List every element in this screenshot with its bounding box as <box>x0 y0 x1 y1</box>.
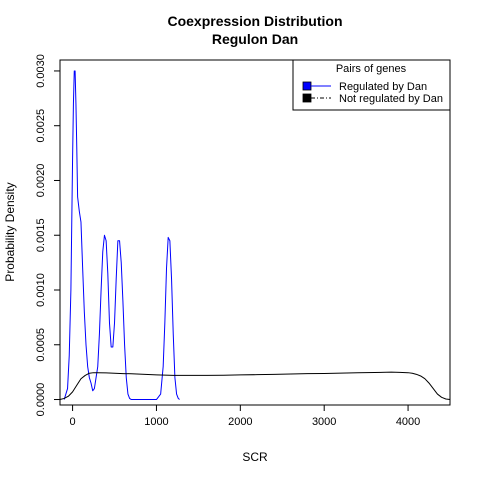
legend-box <box>292 59 451 111</box>
legend: Pairs of genes Regulated by Dan Not regu… <box>292 59 451 111</box>
chart-title: Coexpression Distribution <box>167 13 342 29</box>
y-tick-label: 0.0015 <box>35 218 47 252</box>
series-layer <box>59 70 451 401</box>
legend-label-not-regulated: Not regulated by Dan <box>339 93 443 105</box>
chart-subtitle: Regulon Dan <box>212 31 298 47</box>
x-axis: 0 1000 2000 3000 4000 <box>70 405 420 428</box>
legend-title: Pairs of genes <box>336 63 407 75</box>
y-tick-label: 0.0005 <box>35 328 47 362</box>
legend-swatch-not-regulated <box>302 93 312 103</box>
x-tick-label: 1000 <box>144 416 168 428</box>
y-axis-label: Probability Density <box>3 182 17 281</box>
y-tick-label: 0.0020 <box>35 164 47 198</box>
series-line-regulated <box>63 70 180 401</box>
y-axis: 0.0000 0.0005 0.0010 0.0015 0.0020 0.0025 0.00… <box>35 54 60 416</box>
x-tick-label: 3000 <box>312 416 336 428</box>
x-tick-label: 0 <box>70 416 76 428</box>
y-tick-label: 0.0025 <box>35 109 47 143</box>
y-tick-label: 0.0010 <box>35 273 47 307</box>
series-line-not-regulated <box>59 371 451 401</box>
legend-label-regulated: Regulated by Dan <box>339 81 427 93</box>
y-tick-label: 0.0030 <box>35 54 47 88</box>
y-tick-label: 0.0000 <box>35 383 47 417</box>
plot-frame <box>59 59 451 406</box>
x-tick-label: 2000 <box>228 416 252 428</box>
x-axis-label: SCR <box>242 450 268 464</box>
legend-swatch-regulated <box>302 81 312 91</box>
x-tick-label: 4000 <box>396 416 420 428</box>
